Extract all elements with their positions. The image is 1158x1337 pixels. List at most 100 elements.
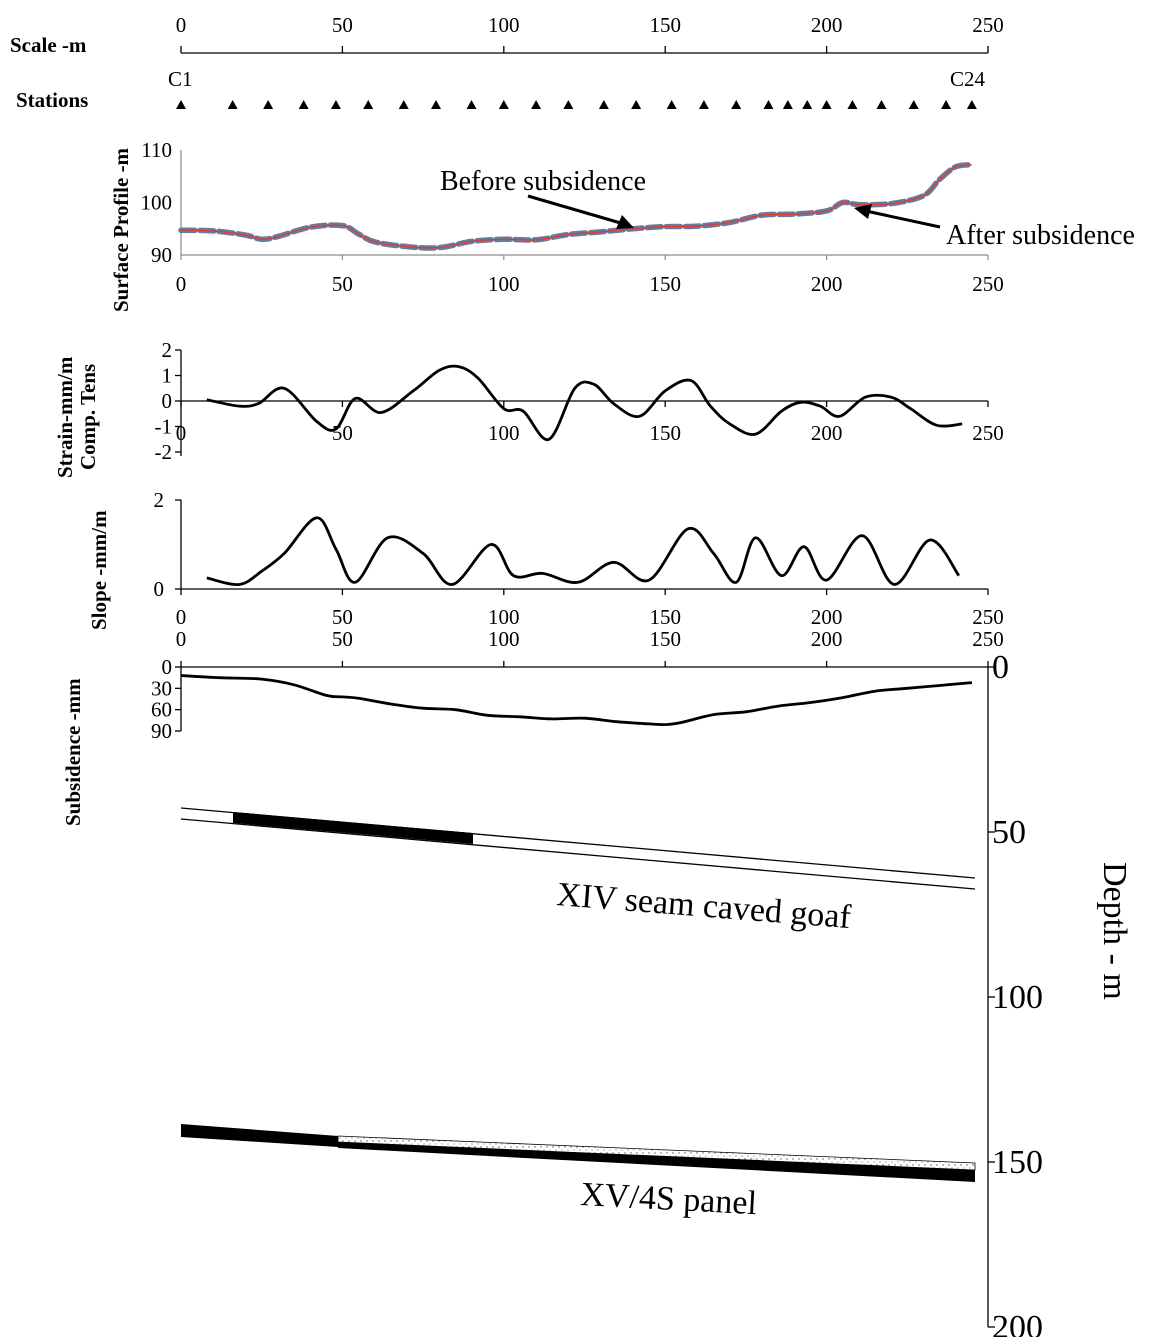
strain-curve [206,364,963,441]
scale-tick-label: 50 [332,13,353,37]
station-marker [598,100,609,109]
scale-tick-label: 100 [488,13,520,37]
surface-x-tick-label: 0 [176,272,187,296]
stations-label: Stations [16,88,88,112]
station-marker [802,100,813,109]
slope-ticks: 0 2 0 50 100 150 200 250 [154,488,1004,629]
subsidence-line [180,674,973,727]
strain-x-tick-label: 250 [972,421,1004,445]
depth-ticks: 0 50 100 150 200 [988,649,1043,1337]
station-first-label: C1 [168,67,193,91]
station-last-label: C24 [950,67,986,91]
before-subsidence-arrowhead [616,215,634,229]
strain-x-tick-label: 100 [488,421,520,445]
slope-ylabel: Slope -mm/m [87,510,111,630]
strain-ylabel-line2: Comp. Tens [76,364,100,470]
before-subsidence-line [180,164,972,249]
subsidence-x-tick-label: 100 [488,627,520,651]
after-subsidence-annotation: After subsidence [946,220,1135,251]
subsidence-x-tick-label: 0 [176,627,187,651]
subsidence-x-tick-label: 200 [811,627,843,651]
stations-panel: Stations C1 C24 [16,67,986,112]
subsidence-y-tick-label: 90 [151,719,172,743]
surface-x-tick-label: 150 [649,272,681,296]
station-marker [782,100,793,109]
before-subsidence-annotation: Before subsidence [440,166,646,197]
station-marker [398,100,409,109]
subsidence-x-tick-label: 150 [649,627,681,651]
depth-ylabel: Depth - m [1096,862,1133,1000]
scale-tick-label: 250 [972,13,1004,37]
station-marker [330,100,341,109]
surface-x-tick-label: 200 [811,272,843,296]
strain-x-tick-label: 150 [649,421,681,445]
subsidence-y-tick-label: 0 [162,655,173,679]
station-marker [176,100,186,109]
surface-y-tick-label: 110 [141,138,172,162]
subsidence-curve [180,674,973,727]
scale-tick-label: 200 [811,13,843,37]
surface-x-tick-label: 50 [332,272,353,296]
station-marker [966,100,977,109]
station-marker [731,100,742,109]
station-marker [908,100,919,109]
xiv-seam-bottom-line [180,818,976,890]
surface-lines [178,161,975,251]
strain-ylabel-line1: Strain-mm/m [53,356,77,478]
surface-x-tick-label: 100 [488,272,520,296]
scale-label: Scale -m [10,33,87,57]
slope-x-tick-label: 200 [811,605,843,629]
slope-x-tick-label: 50 [332,605,353,629]
station-marker [698,100,709,109]
strain-y-tick-label: 0 [162,389,173,413]
strain-x-tick-label: 50 [332,421,353,445]
depth-tick-label: 0 [992,649,1009,686]
station-marker [763,100,774,109]
depth-section: 0 50 100 150 200 Depth - m XIV seam caved go… [180,649,1133,1337]
subsidence-x-tick-label: 250 [972,627,1004,651]
xv-panel-left-block [181,1124,338,1147]
slope-x-tick-label: 0 [176,605,187,629]
surface-y-tick-label: 100 [141,191,173,215]
depth-tick-label: 100 [992,979,1043,1016]
surface-x-tick-label: 250 [972,272,1004,296]
slope-x-tick-label: 250 [972,605,1004,629]
station-marker [847,100,858,109]
xv-panel-label: XV/4S panel [580,1176,758,1222]
station-markers [176,100,977,109]
surface-ticks: 90 100 110 0 50 100 150 200 250 [141,138,1004,296]
slope-y-tick-label: 0 [154,577,165,601]
xv-panel-black-layer [338,1142,975,1182]
station-marker [531,100,542,109]
scale-panel: Scale -m 0 50 100 150 200 250 [10,13,1004,57]
station-marker [563,100,574,109]
strain-y-tick-label: 1 [162,364,173,388]
station-marker [941,100,952,109]
station-marker [666,100,677,109]
surface-y-tick-label: 90 [151,243,172,267]
station-marker [631,100,642,109]
station-marker [363,100,374,109]
slope-panel: Slope -mm/m 0 2 0 50 100 150 200 250 [87,488,1004,630]
depth-tick-label: 50 [992,814,1026,851]
before-subsidence-arrow-shaft [527,194,625,226]
slope-x-tick-label: 150 [649,605,681,629]
strain-x-tick-label: 200 [811,421,843,445]
station-marker [431,100,442,109]
strain-line [206,364,963,441]
after-subsidence-arrow-shaft [865,209,941,229]
after-subsidence-arrowhead [854,204,872,219]
scale-ticks: 0 50 100 150 200 250 [176,13,1004,53]
scale-tick-label: 150 [649,13,681,37]
station-marker [298,100,309,109]
station-marker [263,100,274,109]
xiv-seam-label: XIV seam caved goaf [555,876,853,936]
subsidence-y-tick-label: 30 [151,676,172,700]
strain-y-tick-label: -2 [155,440,173,464]
slope-x-tick-label: 100 [488,605,520,629]
strain-x-tick-label: 0 [176,421,187,445]
